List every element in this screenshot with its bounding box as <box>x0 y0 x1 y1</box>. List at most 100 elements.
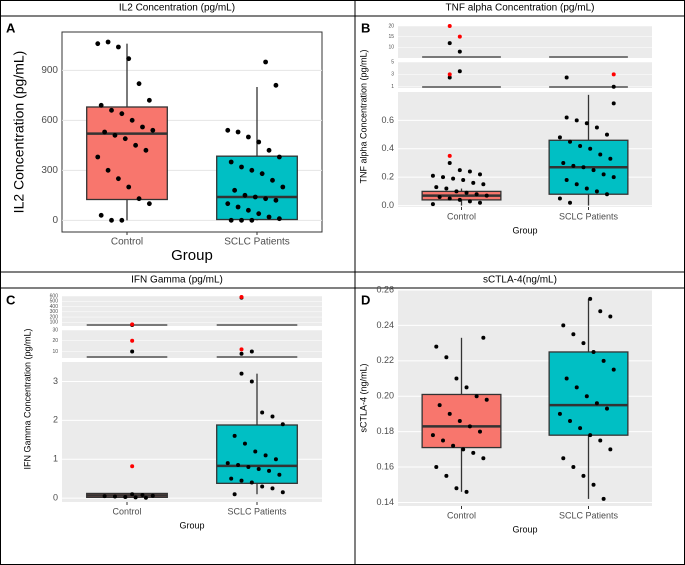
point <box>102 494 107 499</box>
y-tick-label: 300 <box>50 309 59 315</box>
point <box>232 187 238 193</box>
y-axis-label: TNF alpha Concentration (pg/mL) <box>358 49 368 183</box>
point <box>581 473 586 478</box>
point <box>571 332 576 337</box>
point <box>611 101 616 106</box>
point <box>122 136 128 142</box>
point <box>280 422 285 427</box>
point <box>444 186 449 191</box>
point <box>256 211 262 217</box>
point <box>564 178 569 183</box>
point <box>260 410 265 415</box>
plot-background <box>398 62 652 88</box>
point <box>150 493 155 498</box>
point <box>571 163 576 168</box>
point <box>232 433 237 438</box>
point <box>611 367 616 372</box>
point <box>437 195 442 200</box>
point <box>588 296 593 301</box>
point <box>249 349 254 354</box>
point <box>591 168 596 173</box>
point <box>481 456 486 461</box>
point <box>430 202 435 207</box>
point <box>481 182 486 187</box>
point <box>561 160 566 165</box>
point <box>276 154 282 160</box>
point <box>471 450 476 455</box>
point <box>133 495 138 500</box>
point <box>571 465 576 470</box>
plot-background <box>398 26 652 58</box>
panel-letter: C <box>6 292 16 307</box>
point <box>245 207 251 213</box>
point <box>568 419 573 424</box>
y-tick-label: 600 <box>50 293 59 299</box>
panel-letter: A <box>6 20 16 35</box>
point <box>578 143 583 148</box>
point <box>604 192 609 197</box>
point <box>225 201 231 207</box>
y-tick-label: 0.22 <box>376 355 394 365</box>
point <box>105 167 111 173</box>
point <box>588 146 593 151</box>
point <box>115 44 121 50</box>
point <box>574 385 579 390</box>
point <box>109 217 114 223</box>
point <box>270 177 275 183</box>
y-tick-label: 0.6 <box>381 115 394 125</box>
y-tick-label: 0.20 <box>376 391 394 401</box>
point <box>228 159 234 165</box>
point <box>584 121 589 126</box>
point <box>477 429 482 434</box>
x-tick-label: Control <box>447 510 476 520</box>
point <box>130 349 135 354</box>
point <box>126 56 132 62</box>
point <box>119 111 125 117</box>
point <box>461 178 466 183</box>
point <box>477 200 482 205</box>
point <box>225 461 230 466</box>
y-tick-label: 900 <box>41 65 58 76</box>
y-tick-label: 3 <box>391 72 394 78</box>
x-axis-label: Group <box>512 225 537 235</box>
point <box>481 335 486 340</box>
plot-background <box>62 330 322 358</box>
point <box>557 411 562 416</box>
y-tick-label: 10 <box>388 45 394 51</box>
point <box>143 495 148 500</box>
point <box>594 401 599 406</box>
point <box>584 186 589 191</box>
point <box>232 492 237 497</box>
y-tick-label: 0.18 <box>376 426 394 436</box>
highlight-point <box>130 338 135 343</box>
point <box>604 132 609 137</box>
point <box>608 156 613 161</box>
point <box>150 127 156 133</box>
highlight-point <box>447 24 452 28</box>
point <box>457 419 462 424</box>
point <box>260 484 265 489</box>
y-tick-label: 1 <box>391 84 394 90</box>
point <box>471 180 476 185</box>
point <box>115 176 121 182</box>
point <box>270 486 275 491</box>
point <box>105 39 111 45</box>
point <box>601 496 606 501</box>
point <box>591 482 596 487</box>
point <box>447 160 452 165</box>
point <box>239 371 244 376</box>
point <box>229 476 234 481</box>
point <box>140 124 145 130</box>
point <box>263 196 269 202</box>
y-tick-label: 200 <box>50 314 59 320</box>
point <box>454 486 459 491</box>
point <box>126 184 132 190</box>
y-axis-label: IL2 Concentration (pg/mL) <box>11 51 27 214</box>
highlight-point <box>130 464 135 469</box>
point <box>447 411 452 416</box>
y-axis-label: IFN Gamma Concentration (pg/mL) <box>22 328 32 469</box>
point <box>130 492 135 497</box>
point <box>574 182 579 187</box>
point <box>280 184 286 190</box>
y-tick-label: 500 <box>50 299 59 305</box>
